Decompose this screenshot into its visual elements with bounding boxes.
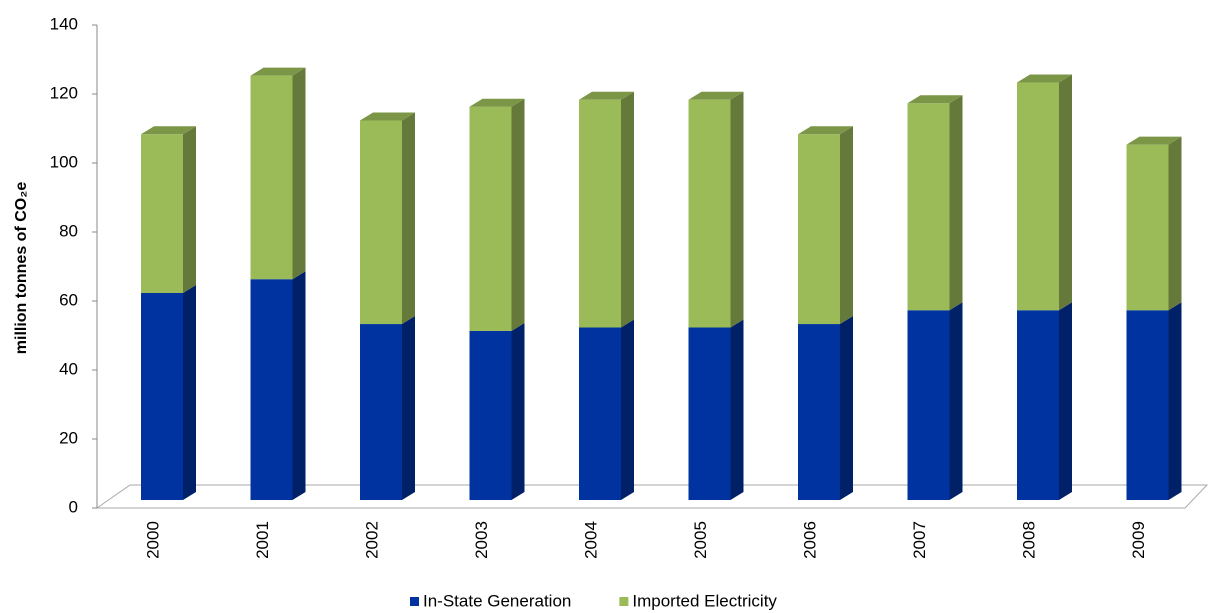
bar-side [183,285,196,500]
bar-front [1126,310,1169,500]
x-tick-label: 2008 [1019,521,1038,559]
bar-side [511,322,525,500]
bar-side [402,112,415,325]
bar-top [469,98,525,107]
bar-top [907,95,963,104]
bar-side [840,126,853,325]
bar-side [949,95,963,311]
bar-front [907,103,950,311]
y-tick-label: 40 [59,359,78,378]
y-tick-label: 140 [50,14,78,33]
y-tick-label: 100 [50,152,78,171]
bar-front [1017,82,1059,311]
bar-top [579,91,634,100]
bar-side [1059,302,1072,500]
bar-side [1059,74,1072,311]
bar-side [730,319,744,500]
bar-front [688,99,731,328]
bar-side [1168,302,1182,500]
x-tick-label: 2000 [143,521,162,559]
bar-front [907,310,950,500]
bar-front [1126,144,1169,311]
y-tick-label: 20 [59,428,78,447]
bar-side [621,319,634,500]
bar-top [688,91,744,100]
bar-side [949,302,963,500]
bar-front [469,330,512,500]
bar-front [798,134,840,325]
bar-top [798,126,853,135]
legend-swatch [619,597,629,606]
bar-side [292,271,306,500]
x-tick-label: 2007 [910,521,929,559]
x-tick-label: 2009 [1129,521,1148,559]
bar-side [621,91,634,328]
bar-front [141,293,183,500]
bar-front [250,279,293,500]
x-tick-label: 2006 [800,521,819,559]
x-tick-label: 2002 [362,521,381,559]
legend-label: In-State Generation [423,591,571,610]
y-tick-label: 80 [59,221,78,240]
x-tick-label: 2001 [253,521,272,559]
bar-side [840,316,853,500]
y-axis-label: million tonnes of CO₂e [13,182,30,355]
bar-front [360,120,402,325]
bar-side [1168,136,1182,311]
bar-top [250,67,306,76]
bar-top [1126,136,1182,145]
bar-top [141,126,196,135]
bar-front [141,134,183,293]
bar-side [511,98,525,331]
bar-front [798,324,840,500]
bar-side [402,316,415,500]
bar-front [579,327,621,500]
legend-label: Imported Electricity [632,591,777,610]
y-tick-label: 0 [69,497,78,516]
y-tick-label: 60 [59,290,78,309]
bar-front [1017,310,1059,500]
bar-front [688,327,731,500]
x-tick-label: 2003 [472,521,491,559]
legend-swatch [410,597,419,606]
bar-front [250,75,293,280]
bar-side [730,91,744,328]
bar-side [292,67,306,280]
bar-side [183,126,196,293]
x-tick-label: 2004 [581,521,600,559]
bar-top [1017,74,1072,83]
x-tick-label: 2005 [691,521,710,559]
y-tick-label: 120 [50,83,78,102]
bar-top [360,112,415,121]
bar-front [469,106,512,331]
bar-front [360,324,402,500]
bar-front [579,99,621,328]
